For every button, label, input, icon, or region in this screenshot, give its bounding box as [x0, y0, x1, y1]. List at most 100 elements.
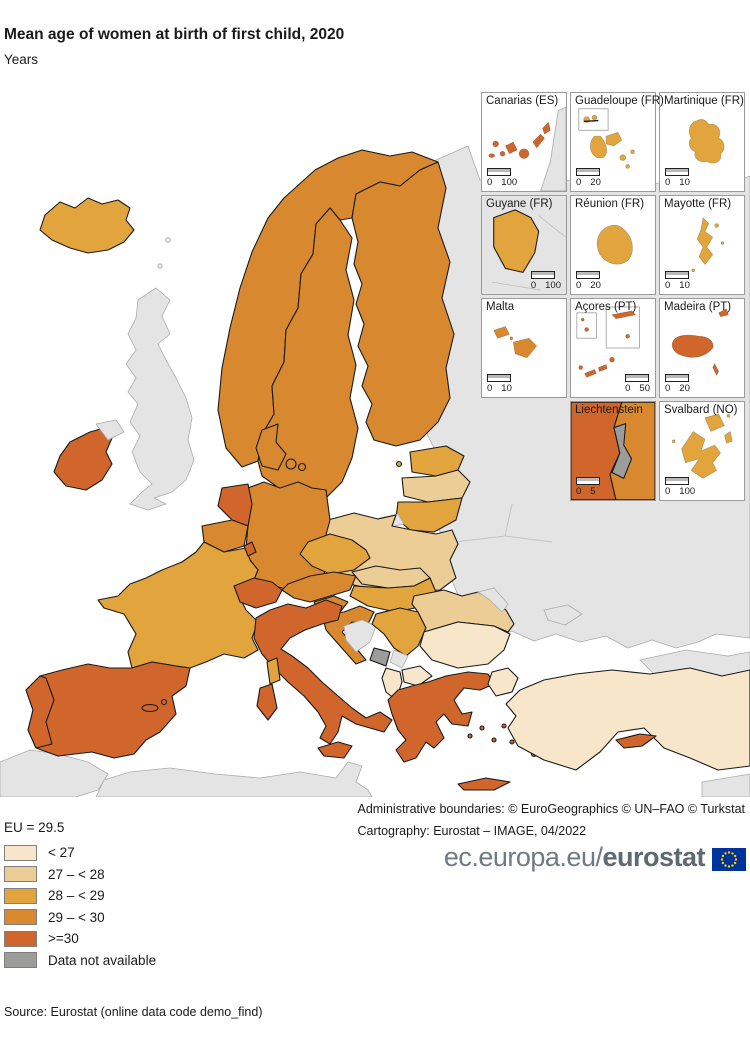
legend-swatch: [4, 930, 37, 947]
country-luxembourg: [243, 541, 257, 557]
country-bulgaria: [419, 621, 511, 669]
scale-start: 0: [665, 177, 671, 188]
scale-end: 100: [501, 177, 518, 188]
legend-swatch: [4, 909, 37, 926]
inset-label: Açores (PT): [575, 301, 637, 313]
country-uk: [95, 419, 125, 441]
inset-label: Martinique (FR): [664, 95, 744, 107]
scale-end: 100: [679, 486, 696, 497]
island: [578, 365, 584, 370]
country-cyprus: [615, 733, 657, 749]
country-czechia: [299, 533, 371, 575]
inset-madeira-map: [671, 308, 729, 377]
country-spain: [160, 698, 168, 706]
country-greece: [501, 723, 507, 729]
legend-row: >=30: [4, 928, 156, 950]
country-austria: [281, 571, 357, 603]
scale-start: 0: [625, 383, 631, 394]
island: [724, 430, 733, 444]
country-denmark: [297, 462, 307, 472]
europe-map: Canarias (ES) 0 100 Guadeloupe (FR): [0, 90, 750, 797]
attribution-boundaries: Administrative boundaries: © EuroGeograp…: [357, 802, 745, 816]
island: [625, 164, 630, 169]
island: [493, 326, 510, 339]
country-shetland: [157, 263, 163, 269]
inset-madeira: Madeira (PT) 0 20: [659, 298, 745, 398]
country-greece: [491, 737, 497, 743]
scale-bar-glyph: [625, 374, 650, 382]
scale-end: 20: [679, 383, 690, 394]
island: [605, 131, 623, 147]
inset-guyane: Guyane (FR) 0 100: [481, 195, 567, 295]
scale-start: 0: [665, 486, 671, 497]
island: [518, 148, 530, 159]
legend-swatch: [4, 887, 37, 904]
country-italy: [256, 683, 278, 721]
country-finland: [351, 161, 455, 447]
legend-label: 27 – < 28: [48, 866, 105, 882]
legend-label: < 27: [48, 845, 75, 861]
island: [691, 268, 695, 273]
country-denmark: [255, 423, 287, 471]
scale-bar-glyph: [487, 168, 511, 176]
island: [596, 224, 633, 265]
country-greece: [479, 725, 485, 731]
inset-canarias: Canarias (ES) 0 100: [481, 92, 567, 192]
legend-eu-value: EU = 29.5: [4, 820, 65, 835]
africa-coast: [540, 106, 566, 191]
inset-malta: Malta 0 10: [481, 298, 567, 398]
country-greece: [387, 671, 495, 763]
country-turkey: [487, 667, 519, 697]
scale-start: 0: [530, 280, 537, 291]
scale-start: 0: [665, 383, 671, 394]
country-france: [266, 657, 281, 685]
inset-label: Liechtenstein: [575, 404, 643, 416]
neighbor-border: [491, 215, 566, 291]
scale-bar: 0 50: [625, 374, 650, 394]
island: [584, 369, 597, 378]
island: [714, 223, 719, 228]
scale-end: 20: [590, 177, 601, 188]
legend-swatch: [4, 866, 37, 883]
inset-label: Réunion (FR): [575, 198, 645, 210]
non-eu-internal-border: [453, 503, 553, 543]
island: [505, 141, 518, 155]
scale-end: 10: [679, 177, 690, 188]
country-greece: [457, 777, 511, 791]
legend-row: 27 – < 28: [4, 864, 156, 886]
inset-canarias-map: [488, 106, 566, 191]
scale-bar: 0 20: [576, 168, 601, 188]
legend-row: Data not available: [4, 950, 156, 972]
island: [492, 140, 499, 148]
country-switzerland: [233, 577, 283, 609]
country-syria: [701, 773, 750, 797]
inset-svalbard-map: [671, 413, 733, 479]
country-kosovo: [389, 649, 409, 669]
island: [696, 217, 714, 266]
scale-start: 0: [487, 177, 493, 188]
country-france: [97, 541, 259, 669]
scale-bar-glyph: [665, 168, 689, 176]
island: [580, 317, 585, 322]
island: [611, 310, 637, 320]
island: [590, 135, 607, 159]
country-greece: [467, 733, 473, 739]
legend-label: 29 – < 30: [48, 909, 105, 925]
scale-bar-glyph: [487, 374, 511, 382]
country-portugal: [25, 675, 55, 749]
country-bosnia: [343, 619, 377, 653]
country-crimea: [543, 604, 583, 626]
island: [726, 414, 731, 418]
inset-malta-map: [493, 326, 538, 359]
scale-bar: 0 20: [576, 271, 601, 291]
island: [591, 114, 598, 121]
eu-flag-field: [712, 847, 746, 871]
island: [720, 241, 725, 245]
island: [499, 150, 506, 157]
legend-swatch: [4, 952, 37, 969]
inset-guadeloupe: Guadeloupe (FR) 0 20: [570, 92, 664, 192]
country-italy: [253, 599, 393, 745]
eurostat-logo: ec.europa.eu/eurostat: [444, 842, 746, 873]
